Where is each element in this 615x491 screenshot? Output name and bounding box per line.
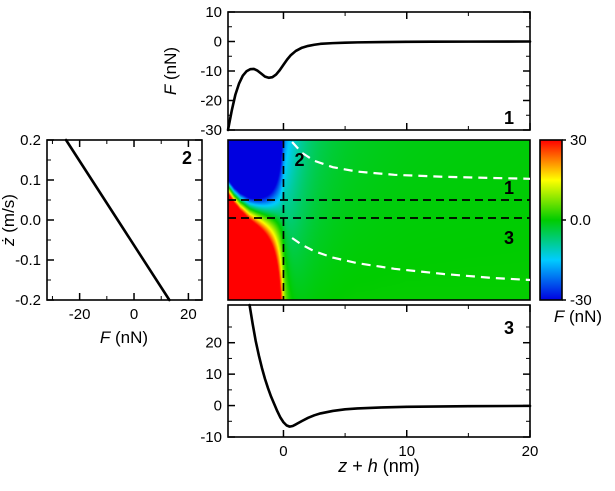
x-tick-label: 20 [522,443,539,460]
force-map-overlays: 2 1 3 [227,139,531,301]
map-tag-2: 2 [294,150,304,170]
x-tick-label: -20 [69,306,91,323]
y-tick-label: -10 [200,63,222,80]
panel-tag-1: 1 [504,108,514,128]
top-force-panel: 10 0 -10 -20 -30 1 F (nN) [161,4,532,139]
colorbar-label: F (nN) [554,307,602,326]
force-curve-3 [248,303,532,428]
y-tick-label: 0 [214,34,222,51]
x-tick-label: 0 [130,306,138,323]
y-tick-label: -20 [200,93,222,110]
left-y-axis-label: ż (m/s) [0,194,18,247]
y-tick-label: 20 [205,335,222,352]
map-tag-3: 3 [504,228,514,248]
white-contour-upper [291,141,531,180]
y-tick-label: 0.1 [20,172,41,189]
y-tick-label: 10 [205,4,222,21]
force-heatmap [228,140,530,300]
colorbar-gradient [540,140,562,300]
white-contour-lower [291,237,531,282]
left-x-axis-label: F (nN) [100,328,148,347]
x-tick-label: 20 [180,306,197,323]
bottom-x-axis-label: z + h (nm) [337,456,420,476]
y-tick-label: 10 [205,366,222,383]
colorbar-tick-label: 0.0 [570,212,591,229]
x-tick-label: 0 [279,443,287,460]
y-tick-label: -30 [200,122,222,139]
panel-tag-3: 3 [504,318,514,338]
left-velocity-panel: 0.2 0.1 0.0 -0.1 -0.2 -20 0 20 2 ż (m/s) F (nN) [0,132,203,347]
colorbar-tick-label: -30 [570,292,592,309]
y-tick-label: -0.1 [15,252,41,269]
colorbar-tick-label: 30 [570,132,587,149]
force-curve-1 [226,40,532,132]
bottom-force-panel: 20 10 0 -10 0 10 20 3 z + h (nm) [200,303,539,476]
x-tick-label: 10 [398,443,415,460]
y-tick-label: 0.2 [20,132,41,149]
colorbar: 30 0.0 -30F (nN) [539,132,602,326]
y-tick-label: 0.0 [20,212,41,229]
y-tick-label: 0 [214,398,222,415]
top-y-axis-label: F (nN) [161,47,180,95]
y-tick-label: -0.2 [15,292,41,309]
force-curve-2 [64,138,171,302]
panel-tag-2: 2 [182,148,192,168]
map-tag-1: 1 [504,178,514,198]
y-tick-label: -10 [200,429,222,446]
